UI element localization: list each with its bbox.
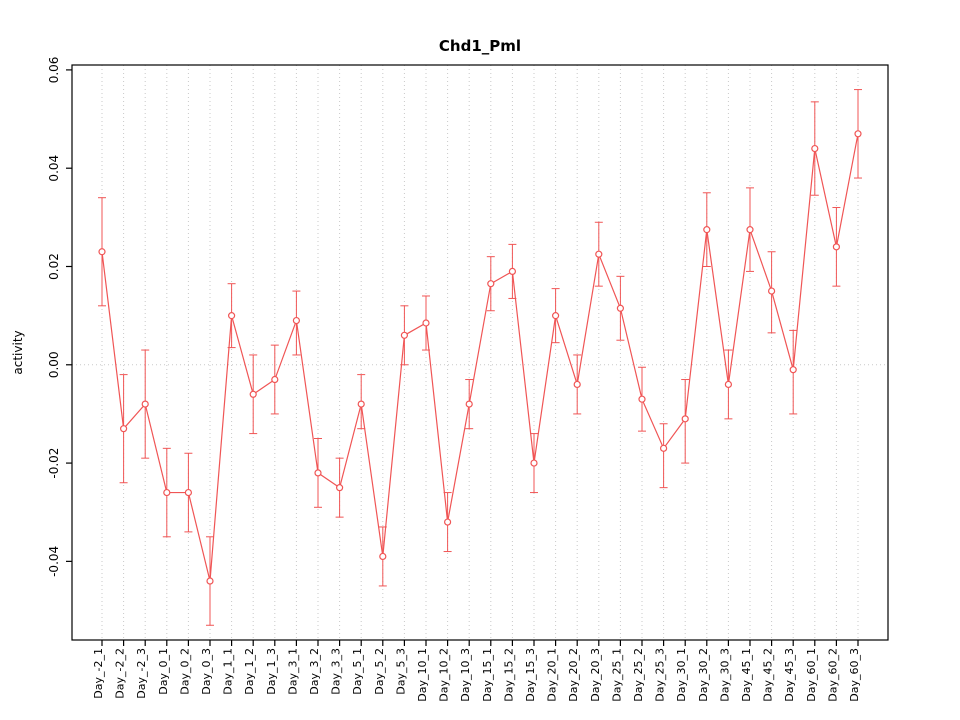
- x-tick-label: Day_0_1: [157, 648, 170, 695]
- data-point: [141, 400, 149, 408]
- x-tick-label: Day_5_2: [373, 648, 386, 695]
- data-point: [811, 144, 819, 153]
- data-point: [746, 226, 754, 234]
- series-line: [101, 133, 859, 582]
- x-tick-label: Day_30_1: [675, 648, 688, 702]
- x-tick-label: Day_-2_1: [92, 648, 105, 699]
- x-tick-label: Day_45_2: [762, 648, 775, 702]
- data-point: [703, 226, 711, 234]
- data-point: [681, 415, 689, 423]
- data-point: [119, 425, 128, 433]
- x-tick-label: Day_-2_3: [135, 648, 148, 699]
- x-tick-label: Day_60_1: [805, 648, 818, 702]
- x-tick-label: Day_30_3: [718, 648, 731, 702]
- data-point: [465, 400, 473, 408]
- y-tick-label: 0.04: [47, 155, 61, 182]
- x-tick-label: Day_-2_2: [114, 648, 127, 699]
- chart-title: Chd1_Pml: [438, 37, 522, 55]
- x-tick-label: Day_1_1: [222, 648, 235, 695]
- x-tick-label: Day_45_3: [783, 648, 796, 702]
- y-axis-label: activity: [11, 330, 25, 374]
- data-point: [379, 552, 387, 561]
- data-point: [184, 488, 192, 497]
- data-point: [357, 400, 365, 408]
- x-tick-label: Day_1_2: [243, 648, 256, 695]
- data-point: [336, 484, 344, 492]
- x-tick-label: Day_60_3: [848, 648, 861, 702]
- y-tick-label: -0.04: [47, 546, 61, 577]
- data-point: [271, 375, 279, 384]
- data-point: [616, 304, 625, 312]
- data-point: [832, 243, 841, 251]
- data-point: [163, 488, 171, 497]
- data-point: [249, 390, 257, 398]
- x-tick-label: Day_15_1: [481, 648, 494, 702]
- y-tick-label: -0.02: [47, 448, 61, 479]
- x-tick-label: Day_0_2: [178, 648, 191, 695]
- x-tick-label: Day_1_3: [265, 648, 278, 695]
- x-tick-label: Day_10_1: [416, 648, 429, 702]
- data-point: [228, 312, 236, 320]
- x-tick-label: Day_10_2: [438, 648, 451, 702]
- data-point: [854, 130, 862, 138]
- data-point: [638, 395, 646, 403]
- data-point: [400, 331, 408, 339]
- plot-border: [71, 64, 889, 641]
- data-point: [422, 319, 430, 327]
- data-point: [659, 444, 668, 452]
- data-point: [573, 380, 581, 389]
- x-tick-label: Day_45_1: [740, 648, 753, 702]
- x-tick-label: Day_60_2: [826, 648, 839, 702]
- x-tick-label: Day_15_2: [502, 648, 515, 702]
- y-tick-label: 0.02: [47, 253, 61, 280]
- data-point: [595, 250, 603, 258]
- x-tick-label: Day_20_1: [546, 648, 559, 702]
- x-tick-label: Day_30_2: [697, 648, 710, 702]
- x-tick-label: Day_5_3: [394, 648, 407, 695]
- data-point: [444, 518, 452, 526]
- data-point: [292, 316, 300, 325]
- data-point: [724, 380, 733, 389]
- x-tick-label: Day_25_1: [610, 648, 623, 702]
- data-point: [767, 287, 776, 295]
- x-tick-label: Day_20_3: [589, 648, 602, 702]
- x-tick-label: Day_25_3: [654, 648, 667, 702]
- x-tick-label: Day_20_2: [567, 648, 580, 702]
- data-point: [530, 459, 538, 467]
- data-point: [206, 577, 214, 585]
- x-tick-label: Day_0_3: [200, 648, 213, 695]
- y-tick-label: 0.00: [47, 351, 61, 378]
- x-tick-label: Day_3_2: [308, 648, 321, 695]
- x-tick-label: Day_10_3: [459, 648, 472, 702]
- data-point: [314, 469, 322, 477]
- data-point: [98, 248, 106, 256]
- x-tick-label: Day_5_1: [351, 648, 364, 695]
- x-tick-label: Day_3_3: [330, 648, 343, 695]
- data-point: [551, 312, 560, 320]
- x-tick-label: Day_25_2: [632, 648, 645, 702]
- x-tick-label: Day_3_1: [286, 648, 299, 695]
- y-tick-label: 0.06: [47, 57, 61, 84]
- data-point: [508, 267, 517, 276]
- x-tick-label: Day_15_3: [524, 648, 537, 702]
- data-point: [487, 280, 495, 288]
- data-point: [789, 366, 797, 374]
